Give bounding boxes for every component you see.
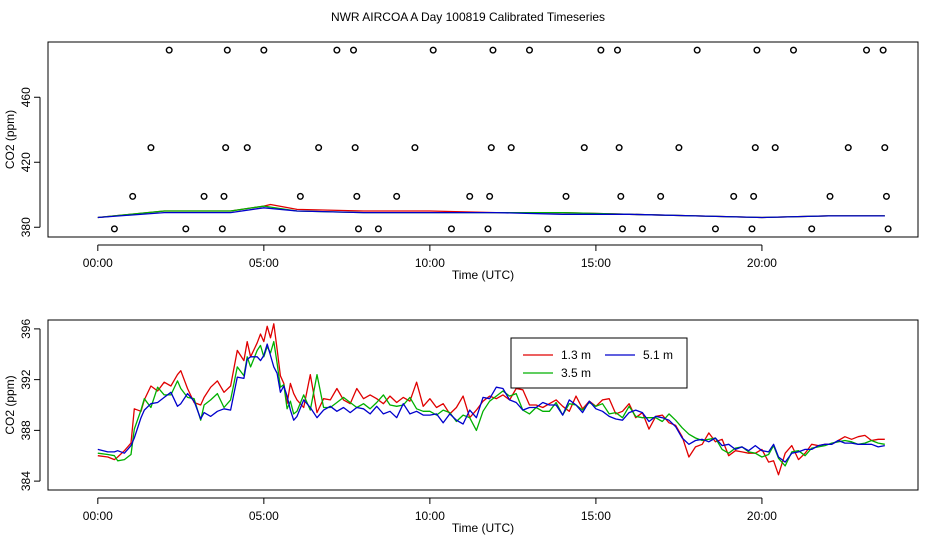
chart-1-plot-frame — [47, 319, 919, 491]
chart-1-x-tick-label: 15:00 — [581, 509, 611, 523]
chart-0-calibration-point — [220, 192, 228, 200]
chart-0-calibration-point — [753, 46, 761, 54]
chart-1-series-line-2 — [97, 343, 885, 463]
chart-0-calibration-point — [789, 46, 797, 54]
chart-0-calibration-point — [447, 225, 455, 233]
chart-0-calibration-point — [711, 225, 719, 233]
chart-0-calibration-point — [110, 225, 118, 233]
chart-0-calibration-point — [354, 225, 362, 233]
chart-0-calibration-point — [200, 192, 208, 200]
chart-0-calibration-point — [218, 225, 226, 233]
chart-0-calibration-point — [243, 144, 251, 152]
chart-0-calibration-point — [879, 46, 887, 54]
chart-0-calibration-point — [351, 144, 359, 152]
chart-0-calibration-point — [863, 46, 871, 54]
chart-0-calibration-point — [507, 144, 515, 152]
chart-1-x-tick-label: 10:00 — [415, 509, 445, 523]
calibrated-timeseries-panel: 00:00 05:00 10:00 15:00 20:00 Time (UTC) 380 42… — [3, 41, 919, 282]
chart-0-calibration-point — [484, 225, 492, 233]
chart-0-calibration-point — [657, 192, 665, 200]
chart-0-calibration-point — [429, 46, 437, 54]
chart-0-calibration-point — [613, 46, 621, 54]
chart-0-calibration-point — [393, 192, 401, 200]
chart-0-calibration-point — [147, 144, 155, 152]
chart-0-calibration-point — [597, 46, 605, 54]
chart-0-calibration-point — [544, 225, 552, 233]
chart-0-y-axis-title: CO2 (ppm) — [3, 110, 17, 169]
chart-0-calibration-point — [675, 144, 683, 152]
chart-1-y-tick-label: 392 — [19, 369, 33, 389]
chart-1-x-tick-label: 00:00 — [83, 509, 113, 523]
chart-0-y-tick-label: 460 — [19, 87, 33, 107]
chart-0-calibration-point — [411, 144, 419, 152]
chart-0-x-axis-title: Time (UTC) — [452, 268, 514, 282]
chart-0-x-tick-label: 05:00 — [249, 256, 279, 270]
figure-title: NWR AIRCOA A Day 100819 Calibrated Times… — [331, 10, 605, 24]
chart-0-calibration-point — [771, 144, 779, 152]
chart-0-calibration-point — [844, 144, 852, 152]
chart-0-calibration-point — [315, 144, 323, 152]
chart-0-calibration-point — [638, 225, 646, 233]
chart-0-x-tick-label: 20:00 — [747, 256, 777, 270]
chart-0-y-tick-label: 380 — [19, 217, 33, 237]
chart-0-calibration-point — [882, 192, 890, 200]
chart-0-calibration-point — [374, 225, 382, 233]
chart-0-calibration-point — [182, 225, 190, 233]
chart-0-calibration-point — [353, 192, 361, 200]
chart-0-calibration-point — [730, 192, 738, 200]
chart-0-plot-frame — [47, 41, 919, 238]
chart-0-calibration-point — [525, 46, 533, 54]
chart-0-calibration-point — [487, 144, 495, 152]
chart-0-calibration-point — [489, 46, 497, 54]
chart-1-series-line-1 — [97, 340, 885, 467]
chart-0-calibration-point — [617, 192, 625, 200]
chart-0-x-tick-label: 10:00 — [415, 256, 445, 270]
chart-0-calibration-point — [748, 225, 756, 233]
chart-0-x-tick-label: 00:00 — [83, 256, 113, 270]
chart-0-calibration-point — [750, 192, 758, 200]
chart-0-series-line-2 — [97, 207, 885, 219]
chart-0-calibration-point — [808, 225, 816, 233]
chart-0-calibration-point — [751, 144, 759, 152]
chart-1-x-tick-label: 05:00 — [249, 509, 279, 523]
chart-0-calibration-point — [222, 144, 230, 152]
chart-0-calibration-point — [618, 225, 626, 233]
chart-0-calibration-point — [486, 192, 494, 200]
chart-0-x-tick-label: 15:00 — [581, 256, 611, 270]
chart-1-legend-label-0: 1.3 m — [561, 348, 591, 362]
chart-1-legend-box — [510, 337, 688, 389]
chart-1-x-axis-title: Time (UTC) — [452, 521, 514, 535]
co2-profile-panel: 00:00 05:00 10:00 15:00 20:00 Time (UTC) 384 38… — [3, 319, 919, 535]
chart-0-calibration-point — [333, 46, 341, 54]
chart-1-y-axis-title: CO2 (ppm) — [3, 375, 17, 434]
chart-1-y-tick-label: 396 — [19, 319, 33, 339]
chart-1-x-tick-label: 20:00 — [747, 509, 777, 523]
chart-0-calibration-point — [278, 225, 286, 233]
chart-0-calibration-point — [349, 46, 357, 54]
chart-0-calibration-point — [580, 144, 588, 152]
chart-0-calibration-point — [129, 192, 137, 200]
chart-0-calibration-point — [881, 144, 889, 152]
chart-0-calibration-point — [826, 192, 834, 200]
chart-0-calibration-point — [165, 46, 173, 54]
chart-0-calibration-point — [260, 46, 268, 54]
chart-0-calibration-point — [223, 46, 231, 54]
chart-0-y-tick-label: 420 — [19, 152, 33, 172]
chart-0-calibration-point — [296, 192, 304, 200]
chart-1-y-tick-label: 384 — [19, 471, 33, 491]
chart-1-series-line-0 — [97, 323, 885, 476]
chart-1-legend-label-2: 5.1 m — [643, 348, 673, 362]
chart-1-legend-label-1: 3.5 m — [561, 366, 591, 380]
chart-1-y-tick-label: 388 — [19, 420, 33, 440]
chart-0-calibration-point — [615, 144, 623, 152]
chart-0-calibration-point — [562, 192, 570, 200]
chart-0-calibration-point — [466, 192, 474, 200]
chart-0-calibration-point — [693, 46, 701, 54]
chart-0-calibration-point — [884, 225, 892, 233]
